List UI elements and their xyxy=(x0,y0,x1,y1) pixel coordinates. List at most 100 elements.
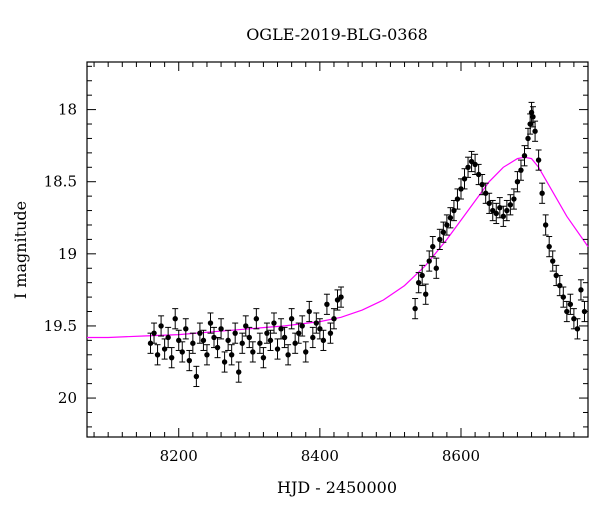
data-point xyxy=(412,305,418,312)
data-point xyxy=(214,344,221,351)
x-tick-label: 8400 xyxy=(301,447,339,465)
data-point xyxy=(465,164,471,170)
data-point xyxy=(264,330,270,336)
data-point xyxy=(246,334,252,341)
data-point xyxy=(324,301,330,308)
data-point xyxy=(190,340,196,346)
data-point xyxy=(511,196,517,202)
y-axis-label: I magnitude xyxy=(11,201,30,299)
data-point xyxy=(313,320,320,326)
data-point xyxy=(221,359,228,365)
data-point xyxy=(288,316,295,322)
y-tick-label: 19.5 xyxy=(44,317,77,335)
data-point xyxy=(158,323,164,329)
data-point xyxy=(186,357,193,364)
y-tick-label: 20 xyxy=(58,389,77,407)
data-point xyxy=(165,334,171,341)
data-point xyxy=(250,349,256,355)
data-point xyxy=(228,352,235,358)
data-point xyxy=(306,308,312,315)
y-tick-label: 19 xyxy=(58,245,77,263)
data-point xyxy=(207,320,214,326)
y-tick-label: 18.5 xyxy=(44,173,77,191)
data-point xyxy=(571,316,577,322)
data-point xyxy=(454,196,461,202)
data-point xyxy=(560,294,567,300)
data-point xyxy=(260,354,267,361)
axis-ticks-layer: 8200 8400 8600 18 18.5 19 19.5 20 xyxy=(44,62,589,465)
data-point xyxy=(225,337,231,344)
data-point xyxy=(338,294,344,300)
data-point xyxy=(500,213,507,220)
data-point xyxy=(267,337,274,344)
data-point xyxy=(433,265,439,271)
data-point xyxy=(419,272,425,279)
data-point xyxy=(578,287,584,293)
data-point xyxy=(204,352,210,358)
data-point xyxy=(440,229,447,235)
data-point xyxy=(504,207,510,214)
data-point xyxy=(257,340,263,346)
data-point xyxy=(472,161,478,168)
data-point xyxy=(239,340,245,346)
data-point xyxy=(564,308,570,315)
data-point xyxy=(530,114,536,120)
data-point xyxy=(437,236,443,243)
x-tick-label: 8200 xyxy=(160,447,198,465)
data-point xyxy=(320,337,327,344)
data-point xyxy=(458,186,464,192)
model-curve xyxy=(87,156,589,339)
data-point xyxy=(426,258,432,264)
y-tick-label: 18 xyxy=(58,101,77,119)
data-point xyxy=(154,352,161,358)
data-point xyxy=(539,190,545,196)
data-point xyxy=(430,243,436,250)
data-point xyxy=(285,352,291,358)
data-point xyxy=(236,369,242,375)
data-point xyxy=(310,334,316,341)
data-point xyxy=(197,330,203,336)
data-point xyxy=(542,222,549,228)
data-point xyxy=(193,373,200,380)
data-point xyxy=(521,153,528,159)
data-point xyxy=(447,215,454,221)
data-point xyxy=(147,340,154,346)
x-axis-label: HJD - 2450000 xyxy=(277,478,397,497)
data-point xyxy=(423,291,429,297)
data-point xyxy=(331,316,337,322)
data-point xyxy=(415,279,422,286)
data-point xyxy=(486,200,492,207)
data-point xyxy=(553,272,559,279)
data-point xyxy=(281,334,288,341)
data-point xyxy=(218,326,224,332)
x-tick-label: 8600 xyxy=(442,447,480,465)
data-point xyxy=(179,349,185,355)
data-point xyxy=(271,320,277,326)
data-point xyxy=(493,210,499,217)
data-point xyxy=(168,354,175,361)
data-point xyxy=(253,316,260,322)
data-point xyxy=(292,340,298,346)
data-point xyxy=(327,330,334,336)
data-point xyxy=(299,323,305,329)
data-point xyxy=(535,157,542,163)
data-point xyxy=(444,222,450,228)
data-point xyxy=(482,190,489,196)
chart-title: OGLE-2019-BLG-0368 xyxy=(246,25,428,44)
data-point xyxy=(200,337,207,344)
data-point xyxy=(211,334,217,341)
data-point xyxy=(550,258,556,264)
data-point xyxy=(546,243,552,250)
data-point xyxy=(525,135,531,142)
data-point xyxy=(183,326,189,332)
data-point xyxy=(532,128,538,134)
data-point xyxy=(518,167,524,173)
data-point xyxy=(574,326,581,332)
data-point xyxy=(172,316,178,322)
data-point xyxy=(151,330,157,336)
model-curve-layer xyxy=(87,156,589,339)
data-point xyxy=(507,202,514,208)
plot-frame xyxy=(86,61,589,438)
data-point xyxy=(274,346,281,352)
